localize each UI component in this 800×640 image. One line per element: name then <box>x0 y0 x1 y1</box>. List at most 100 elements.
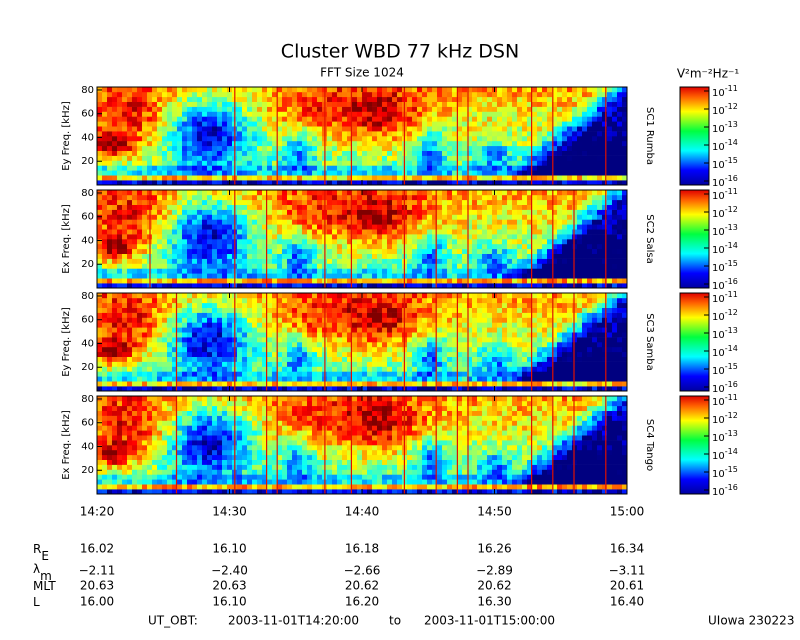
spectrogram-cell <box>472 204 478 210</box>
spectrogram-cell <box>292 155 298 161</box>
spectrogram-cell <box>187 371 193 377</box>
spectrogram-cell <box>117 155 123 161</box>
spectrogram-cell <box>537 278 543 284</box>
spectrogram-cell <box>217 322 223 328</box>
spectrogram-cell <box>157 131 163 137</box>
spectrogram-cell <box>447 96 453 102</box>
spectrogram-cell <box>522 209 528 215</box>
spectrogram-cell <box>487 91 493 98</box>
spectrogram-cell <box>582 150 588 156</box>
spectrogram-cell <box>382 243 388 250</box>
spectrogram-cell <box>472 194 478 201</box>
spectrogram-cell <box>107 327 113 333</box>
spectrogram-cell <box>597 121 603 127</box>
spectrogram-cell <box>222 268 228 274</box>
spectrogram-cell <box>242 150 248 156</box>
spectrogram-cell <box>412 283 418 289</box>
spectrogram-cell <box>97 209 103 215</box>
spectrogram-cell <box>342 253 348 259</box>
spectrogram-cell <box>472 131 478 137</box>
spectrogram-cell <box>357 278 363 284</box>
spectrogram-cell <box>147 101 153 107</box>
spectrogram-cell <box>222 302 228 308</box>
spectrogram-cell <box>332 190 338 196</box>
spectrogram-cell <box>162 332 168 338</box>
spectrogram-cell <box>417 283 423 289</box>
spectrogram-cell <box>557 199 563 205</box>
spectrogram-cell <box>97 248 103 254</box>
spectrogram-cell <box>237 136 243 142</box>
spectrogram-cell <box>547 234 553 240</box>
spectrogram-cell <box>332 273 338 279</box>
spectrogram-cell <box>547 106 553 112</box>
spectrogram-cell <box>132 214 138 220</box>
spectrogram-cell <box>127 293 133 299</box>
spectrogram-cell <box>597 278 603 284</box>
spectrogram-cell <box>267 131 273 137</box>
spectrogram-cell <box>212 366 218 372</box>
spectrogram-cell <box>342 190 348 196</box>
spectrogram-cell <box>337 150 343 156</box>
spectrogram-cell <box>197 351 203 357</box>
spectrogram-cell <box>542 194 548 201</box>
spectrogram-cell <box>252 361 258 367</box>
spectrogram-cell <box>147 307 153 313</box>
spectrogram-cell <box>487 155 493 161</box>
spectrogram-cell <box>492 145 498 151</box>
spectrogram-cell <box>452 268 458 274</box>
spectrogram-cell <box>457 165 463 171</box>
spectrogram-cell <box>292 204 298 210</box>
spectrogram-cell <box>502 165 508 171</box>
spectrogram-cell <box>217 111 223 117</box>
spectrogram-cell <box>307 131 313 137</box>
spectrogram-cell <box>202 312 208 318</box>
spectrogram-cell <box>282 234 288 240</box>
spectrogram-cell <box>452 136 458 142</box>
spectrogram-cell <box>282 96 288 102</box>
spectrogram-cell <box>117 263 123 269</box>
spectrogram-cell <box>367 239 373 245</box>
spectrogram-cell <box>182 170 188 176</box>
spectrogram-cell <box>367 140 373 147</box>
spectrogram-cell <box>277 194 283 201</box>
spectrogram-cell <box>137 376 143 382</box>
spectrogram-cell <box>457 160 463 166</box>
spectrogram-cell <box>192 307 198 313</box>
spectrogram-cell <box>287 273 293 279</box>
spectrogram-cell <box>592 248 598 254</box>
spectrogram-cell <box>422 248 428 254</box>
spectrogram-cell <box>512 194 518 201</box>
spectrogram-cell <box>367 234 373 240</box>
spectrogram-cell <box>297 253 303 259</box>
spectrogram-cell <box>362 273 368 279</box>
spectrogram-cell <box>197 199 203 205</box>
spectrogram-cell <box>582 263 588 269</box>
spectrogram-cell <box>267 96 273 102</box>
spectrogram-cell <box>152 224 158 230</box>
spectrogram-cell <box>447 253 453 259</box>
spectrogram-cell <box>132 381 138 387</box>
spectrogram-cell <box>602 283 608 289</box>
spectrogram-cell <box>377 273 383 279</box>
spectrogram-cell <box>207 376 213 382</box>
spectrogram-cell <box>222 145 228 151</box>
spectrogram-cell <box>187 337 193 343</box>
spectrogram-cell <box>272 136 278 142</box>
spectrogram-cell <box>492 101 498 107</box>
spectrogram-cell <box>107 243 113 250</box>
spectrogram-cell <box>347 145 353 151</box>
spectrogram-cell <box>492 214 498 220</box>
spectrogram-cell <box>532 150 538 156</box>
spectrogram-cell <box>267 190 273 196</box>
spectrogram-cell <box>557 106 563 112</box>
spectrogram-cell <box>252 229 258 235</box>
spectrogram-cell <box>107 91 113 98</box>
spectrogram-cell <box>472 258 478 264</box>
spectrogram-cell <box>202 229 208 235</box>
spectrogram-cell <box>227 204 233 210</box>
spectrogram-cell <box>257 224 263 230</box>
spectrogram-cell <box>532 229 538 235</box>
spectrogram-cell <box>502 234 508 240</box>
spectrogram-cell <box>392 278 398 284</box>
spectrogram-cell <box>532 239 538 245</box>
